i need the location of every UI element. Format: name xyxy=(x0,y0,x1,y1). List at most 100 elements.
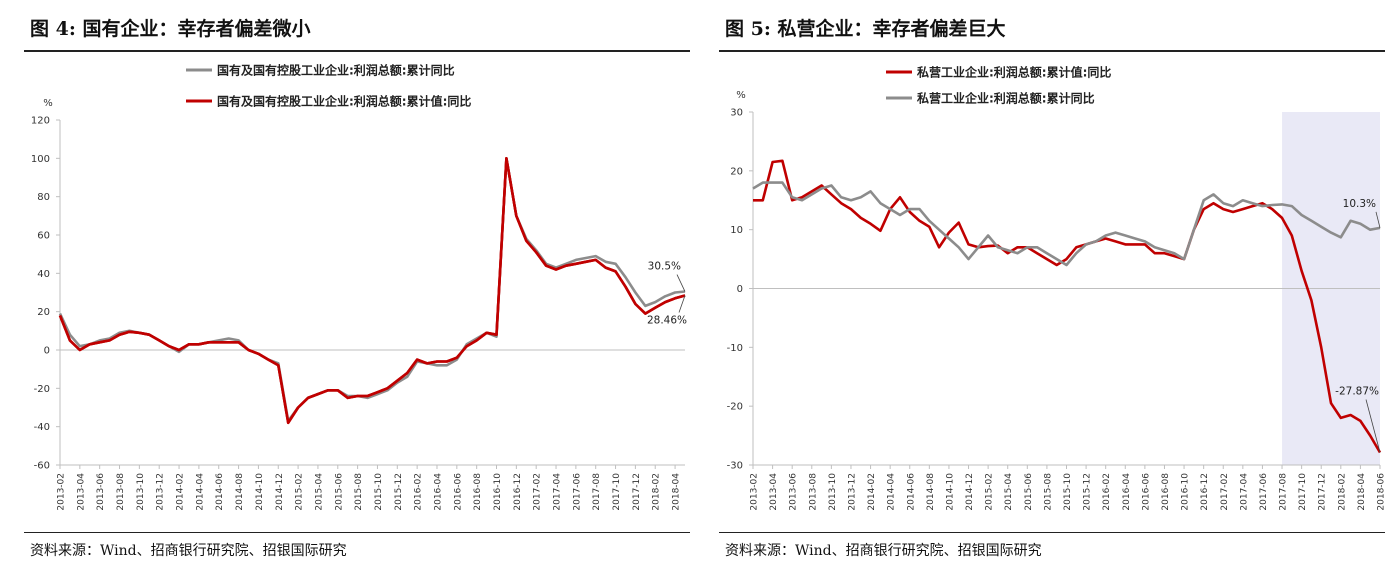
y-tick-label: 0 xyxy=(44,346,50,357)
series-line xyxy=(58,157,686,425)
x-tick-label: 2015-12 xyxy=(1083,473,1093,511)
figure-4-panel: 图 4: 国有企业：幸存者偏差微小 -60 -40 -20 0 20 40 60 80 100 1… xyxy=(18,0,690,570)
x-tick-label: 2015-08 xyxy=(354,473,364,511)
x-tick-label: 2016-06 xyxy=(453,473,463,511)
x-tick-label: 2017-06 xyxy=(1259,473,1269,511)
y-tick-label: 20 xyxy=(37,307,50,318)
x-tick-label: 2015-12 xyxy=(394,473,404,511)
x-tick-label: 2014-04 xyxy=(195,473,205,511)
x-tick-label: 2016-12 xyxy=(513,473,523,511)
x-tick-label: 2014-12 xyxy=(965,473,975,511)
x-tick-label: 2017-10 xyxy=(1298,473,1308,511)
series-line xyxy=(753,159,1382,454)
y-tick-label: -60 xyxy=(34,461,50,472)
top-rule xyxy=(719,50,1385,52)
y-tick-label: 80 xyxy=(37,192,50,203)
x-tick-label: 2013-12 xyxy=(156,473,166,511)
x-tick-label: 2016-06 xyxy=(1141,473,1151,511)
x-tick-label: 2017-02 xyxy=(1220,473,1230,511)
x-tick-label: 2017-04 xyxy=(1239,473,1249,511)
annotation-label: -27.87% xyxy=(1335,385,1379,397)
figure-title: 图 4: 国有企业：幸存者偏差微小 xyxy=(30,18,311,40)
y-tick-label: 60 xyxy=(37,231,50,242)
x-tick-label: 2013-02 xyxy=(750,473,760,511)
y-tick-label: 40 xyxy=(37,269,50,280)
x-tick-label: 2015-02 xyxy=(985,473,995,511)
series-line xyxy=(58,157,686,425)
x-tick-label: 2014-10 xyxy=(945,473,955,511)
y-tick-label: 20 xyxy=(730,166,743,177)
series-line xyxy=(58,157,686,423)
x-tick-label: 2015-06 xyxy=(1024,473,1034,511)
figure-5-panel: 图 5: 私营企业：幸存者偏差巨大 -30 -20 -10 0 10 20 30% 2013-… xyxy=(713,0,1385,570)
x-tick-label: 2014-02 xyxy=(176,473,186,511)
x-tick-label: 2016-02 xyxy=(414,473,424,511)
y-tick-label: -10 xyxy=(727,343,743,354)
y-axis-unit: % xyxy=(43,98,53,109)
annotation-label: 28.46% xyxy=(647,314,687,326)
figure-title: 图 5: 私营企业：幸存者偏差巨大 xyxy=(725,18,1006,40)
x-tick-label: 2015-06 xyxy=(334,473,344,511)
x-tick-label: 2013-02 xyxy=(57,473,67,511)
x-tick-label: 2014-06 xyxy=(906,473,916,511)
legend-label: 私营工业企业:利润总额:累计同比 xyxy=(916,91,1095,106)
x-tick-label: 2013-08 xyxy=(116,473,126,511)
x-tick-label: 2013-10 xyxy=(136,473,146,511)
y-tick-label: -20 xyxy=(727,402,743,413)
line-chart-state-owned: -60 -40 -20 0 20 40 60 80 100 120% 2013-02 2013-04 2… xyxy=(31,63,687,511)
x-tick-label: 2016-12 xyxy=(1200,473,1210,511)
x-tick-label: 2013-06 xyxy=(789,473,799,511)
x-tick-label: 2016-04 xyxy=(1122,473,1132,511)
y-tick-label: -20 xyxy=(34,384,50,395)
x-tick-label: 2014-02 xyxy=(867,473,877,511)
x-tick-label: 2014-04 xyxy=(887,473,897,511)
x-tick-label: 2013-12 xyxy=(847,473,857,511)
y-tick-label: -30 xyxy=(727,461,743,472)
legend-label: 国有及国有控股工业企业:利润总额:累计值:同比 xyxy=(217,94,471,109)
x-tick-label: 2017-02 xyxy=(533,473,543,511)
x-tick-label: 2015-04 xyxy=(314,473,324,511)
source-note: 资料来源：Wind、招商银行研究院、招银国际研究 xyxy=(725,543,1042,559)
x-tick-label: 2016-08 xyxy=(473,473,483,511)
top-rule xyxy=(24,50,690,52)
source-note: 资料来源：Wind、招商银行研究院、招银国际研究 xyxy=(30,543,347,559)
x-tick-label: 2015-08 xyxy=(1043,473,1053,511)
x-tick-label: 2015-10 xyxy=(1063,473,1073,511)
x-tick-label: 2014-08 xyxy=(926,473,936,511)
series-line xyxy=(752,181,1381,267)
x-tick-label: 2018-02 xyxy=(1337,473,1347,511)
x-tick-label: 2018-04 xyxy=(672,473,682,511)
x-tick-label: 2014-06 xyxy=(215,473,225,511)
x-tick-label: 2016-02 xyxy=(1102,473,1112,511)
y-tick-label: 120 xyxy=(31,116,50,127)
x-tick-label: 2013-04 xyxy=(76,473,86,511)
x-tick-label: 2014-10 xyxy=(255,473,265,511)
legend-label: 国有及国有控股工业企业:利润总额:累计同比 xyxy=(217,63,455,78)
annotation-label: 10.3% xyxy=(1343,198,1376,210)
x-tick-label: 2013-08 xyxy=(808,473,818,511)
y-tick-label: 100 xyxy=(31,154,50,165)
x-tick-label: 2014-12 xyxy=(275,473,285,511)
y-axis-unit: % xyxy=(736,90,746,101)
x-tick-label: 2015-02 xyxy=(295,473,305,511)
x-tick-label: 2017-10 xyxy=(612,473,622,511)
x-tick-label: 2017-08 xyxy=(592,473,602,511)
annotation-label: 30.5% xyxy=(648,261,681,273)
annotation-leader xyxy=(678,295,686,313)
bottom-rule xyxy=(24,532,690,533)
legend-label: 私营工业企业:利润总额:累计值:同比 xyxy=(916,65,1111,80)
x-tick-label: 2016-04 xyxy=(433,473,443,511)
annotation-leader xyxy=(1365,399,1381,453)
y-tick-label: 0 xyxy=(737,284,743,295)
annotation-leader xyxy=(676,274,686,292)
x-tick-label: 2017-04 xyxy=(553,473,563,511)
x-tick-label: 2013-04 xyxy=(769,473,779,511)
y-tick-label: -40 xyxy=(34,422,50,433)
x-tick-label: 2018-06 xyxy=(1377,473,1386,511)
x-tick-label: 2018-02 xyxy=(652,473,662,511)
x-tick-label: 2017-12 xyxy=(1318,473,1328,511)
x-tick-label: 2016-10 xyxy=(493,473,503,511)
x-tick-label: 2016-10 xyxy=(1181,473,1191,511)
x-tick-label: 2016-08 xyxy=(1161,473,1171,511)
x-tick-label: 2015-04 xyxy=(1004,473,1014,511)
